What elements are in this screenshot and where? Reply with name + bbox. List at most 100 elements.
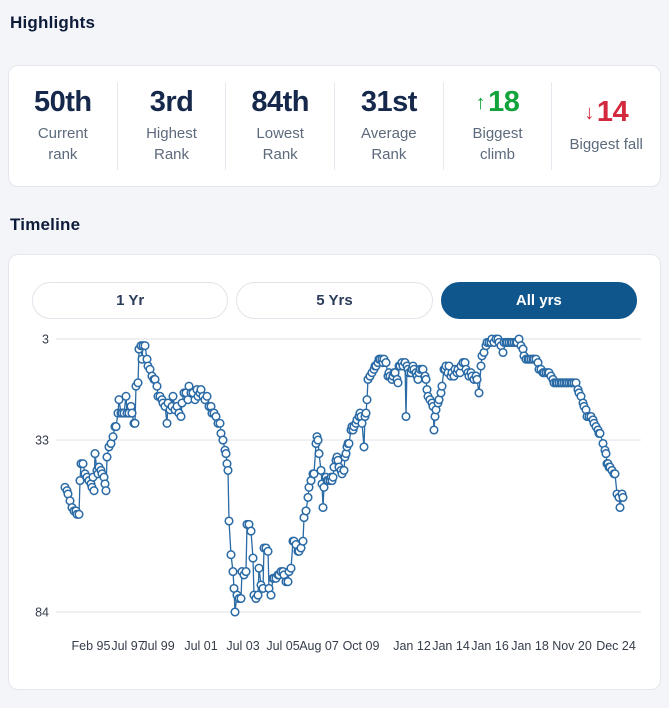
stat-value: 31st [360, 86, 418, 119]
rank-point [176, 411, 186, 422]
x-axis-label: Feb 95 [72, 639, 111, 653]
stat-label: Lowest Rank [256, 125, 304, 163]
rank-point [309, 469, 319, 479]
rank-point [224, 516, 234, 526]
rank-point [361, 408, 371, 418]
x-axis-label: Aug 07 [299, 639, 339, 653]
timeline-card: 1 Yr 5 Yrs All yrs 3 33 84 Feb 95 Jul 97 Jul 99… [8, 254, 661, 690]
x-axis-label: Nov 20 [552, 639, 592, 653]
rank-point [313, 435, 323, 445]
x-axis-label: Jan 14 [432, 639, 470, 653]
rank-point [266, 590, 276, 600]
rank-point [476, 361, 486, 371]
y-axis-label: 3 [42, 333, 49, 347]
rank-point [202, 391, 212, 401]
rank-point [381, 358, 391, 368]
timeline-title: Timeline [10, 215, 81, 234]
rank-point [236, 593, 246, 604]
y-axis-label: 33 [35, 434, 49, 448]
rank-point [215, 418, 225, 428]
rank-point [615, 502, 625, 513]
stat-label: Current rank [37, 125, 88, 163]
stat-value: 84th [251, 86, 309, 119]
x-axis-label: Jul 97 [111, 639, 144, 653]
rank-point [102, 452, 112, 462]
rank-point [226, 550, 236, 560]
stat-label: Biggest climb [472, 125, 523, 163]
rank-point [218, 435, 228, 445]
rank-point [230, 607, 240, 617]
stat-average-rank: 31st Average Rank [335, 82, 444, 170]
rank-point [301, 506, 311, 516]
rank-point [316, 465, 326, 475]
rank-point [127, 408, 137, 418]
rank-point [241, 567, 251, 577]
rank-point [286, 563, 296, 573]
tab-1yr[interactable]: 1 Yr [32, 282, 229, 319]
biggest-climb-arrow-icon: ↑ [475, 92, 486, 115]
rank-point [221, 449, 231, 459]
rank-point [254, 563, 264, 573]
tab-5yrs[interactable]: 5 Yrs [236, 282, 433, 319]
rank-point [162, 418, 172, 428]
x-axis-label: Jul 05 [266, 639, 299, 653]
rank-point [101, 486, 111, 496]
x-axis-label: Oct 09 [343, 639, 380, 653]
rank-point [90, 449, 100, 459]
stat-biggest-climb: ↑ 18 Biggest climb [444, 82, 553, 170]
rank-point [401, 411, 411, 422]
rank-point [246, 526, 256, 536]
rank-point [429, 425, 439, 435]
highlights-title: Highlights [10, 13, 96, 32]
rank-point [359, 442, 369, 452]
rank-point [393, 378, 403, 388]
rank-point [318, 502, 328, 513]
rank-timeline-chart: 3 33 84 Feb 95 Jul 97 Jul 99 Jul 01 Jul 03 Jul 0… [9, 319, 662, 685]
rank-point [263, 546, 273, 556]
stat-label: Biggest fall [569, 135, 643, 153]
rank-point [328, 472, 338, 482]
tab-allyrs[interactable]: All yrs [440, 282, 637, 319]
rank-point [75, 476, 85, 486]
rank-point [168, 391, 178, 401]
rank-point [253, 590, 263, 600]
rank-point [472, 374, 482, 384]
rank-point [498, 347, 508, 358]
x-axis-label: Jan 12 [393, 639, 431, 653]
rank-point [362, 395, 372, 405]
stat-value: 50th [34, 86, 92, 119]
rank-point [114, 395, 124, 405]
stat-value: ↑ 18 [475, 86, 520, 119]
rank-point [437, 381, 447, 391]
x-axis-label: Dec 24 [596, 639, 636, 653]
x-axis-label: Jul 99 [141, 639, 174, 653]
rank-point [248, 553, 258, 563]
stat-highest-rank: 3rd Highest Rank [118, 82, 227, 170]
x-axis-label: Jul 01 [184, 639, 217, 653]
rank-point [89, 486, 99, 496]
rank-point [152, 381, 162, 391]
x-axis-label: Jul 03 [226, 639, 259, 653]
rank-point [108, 432, 118, 442]
stat-biggest-fall: ↓ 14 Biggest fall [552, 82, 660, 170]
stat-value: 3rd [149, 86, 194, 119]
rank-point [223, 465, 233, 475]
highlights-card: 50th Current rank 3rd Highest Rank 84th Lowest R… [8, 65, 661, 187]
stat-value: ↓ 14 [584, 96, 629, 129]
rank-point [595, 428, 605, 438]
rank-point [140, 341, 150, 351]
rank-point [618, 492, 628, 502]
stat-label: Highest Rank [146, 125, 197, 163]
rank-point [298, 536, 308, 546]
rank-point [601, 449, 611, 459]
rank-point [133, 378, 143, 388]
x-axis-label: Jan 18 [511, 639, 549, 653]
stat-label: Average Rank [361, 125, 417, 163]
timeline-range-tabs: 1 Yr 5 Yrs All yrs [9, 255, 660, 319]
rank-point [228, 567, 238, 577]
rank-point [74, 509, 84, 519]
rank-point [421, 374, 431, 384]
rank-point [610, 469, 620, 479]
stat-lowest-rank: 84th Lowest Rank [226, 82, 336, 170]
